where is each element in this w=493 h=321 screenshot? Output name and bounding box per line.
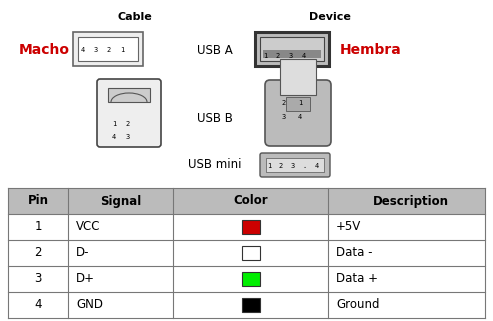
Bar xyxy=(263,50,321,58)
Text: 4: 4 xyxy=(315,163,319,169)
Text: Pin: Pin xyxy=(28,195,48,207)
Bar xyxy=(260,37,324,61)
Text: 3: 3 xyxy=(35,273,42,285)
Text: 2: 2 xyxy=(276,53,280,59)
Text: Signal: Signal xyxy=(100,195,141,207)
Text: Hembra: Hembra xyxy=(340,43,402,57)
Bar xyxy=(108,88,150,102)
Text: 4: 4 xyxy=(34,299,42,311)
Text: 1: 1 xyxy=(298,100,302,106)
Text: 2: 2 xyxy=(282,100,286,106)
Bar xyxy=(73,32,143,66)
Text: Description: Description xyxy=(373,195,449,207)
Text: 2: 2 xyxy=(107,47,111,53)
Text: Color: Color xyxy=(233,195,268,207)
Text: Macho: Macho xyxy=(19,43,70,57)
Text: 2: 2 xyxy=(34,247,42,259)
Text: 3: 3 xyxy=(291,163,295,169)
Text: 1: 1 xyxy=(263,53,267,59)
Text: GND: GND xyxy=(76,299,103,311)
Text: 1: 1 xyxy=(120,47,124,53)
Text: 4: 4 xyxy=(112,134,116,140)
Text: .: . xyxy=(303,163,307,169)
Text: VCC: VCC xyxy=(76,221,101,233)
Bar xyxy=(8,266,485,292)
Text: Data +: Data + xyxy=(336,273,378,285)
Text: USB mini: USB mini xyxy=(188,159,242,171)
Text: D-: D- xyxy=(76,247,90,259)
Bar xyxy=(242,298,259,312)
Bar xyxy=(8,214,485,240)
Text: D+: D+ xyxy=(76,273,95,285)
Text: 4: 4 xyxy=(81,47,85,53)
Bar xyxy=(8,188,485,214)
Bar xyxy=(242,246,259,260)
Bar xyxy=(8,292,485,318)
Text: 3: 3 xyxy=(94,47,98,53)
Text: Cable: Cable xyxy=(118,12,152,22)
Text: 4: 4 xyxy=(298,114,302,120)
Text: Data -: Data - xyxy=(336,247,373,259)
Text: 3: 3 xyxy=(126,134,130,140)
Text: +5V: +5V xyxy=(336,221,361,233)
Bar xyxy=(255,32,329,66)
Bar xyxy=(78,37,138,61)
Bar xyxy=(8,240,485,266)
Text: Ground: Ground xyxy=(336,299,380,311)
FancyBboxPatch shape xyxy=(265,80,331,146)
Bar xyxy=(280,59,316,95)
Text: 2: 2 xyxy=(126,121,130,127)
Text: Device: Device xyxy=(309,12,351,22)
Bar xyxy=(286,97,310,111)
Bar xyxy=(242,272,259,286)
Bar xyxy=(266,158,324,172)
FancyBboxPatch shape xyxy=(260,153,330,177)
Text: 1: 1 xyxy=(112,121,116,127)
FancyBboxPatch shape xyxy=(97,79,161,147)
Text: 1: 1 xyxy=(34,221,42,233)
Text: 1: 1 xyxy=(267,163,271,169)
Text: USB B: USB B xyxy=(197,111,233,125)
Text: 4: 4 xyxy=(302,53,306,59)
Text: 2: 2 xyxy=(279,163,283,169)
Text: 3: 3 xyxy=(289,53,293,59)
Text: 3: 3 xyxy=(282,114,286,120)
Text: USB A: USB A xyxy=(197,44,233,56)
Bar xyxy=(242,220,259,234)
